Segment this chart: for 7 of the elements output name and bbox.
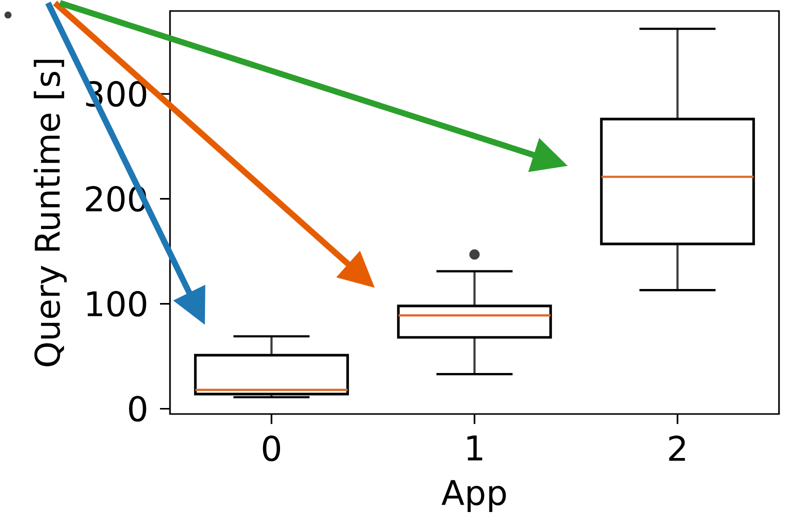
y-tick-label: 100 — [87, 290, 146, 317]
x-tick-label: 2 — [669, 436, 685, 461]
x-tick-label: 0 — [262, 436, 280, 462]
y-tick-label: 0 — [129, 396, 146, 422]
x-axis-title: App — [442, 480, 506, 512]
x-tick-label: 1 — [467, 436, 482, 460]
y-axis-title: Query Runtime [s] — [34, 60, 67, 366]
